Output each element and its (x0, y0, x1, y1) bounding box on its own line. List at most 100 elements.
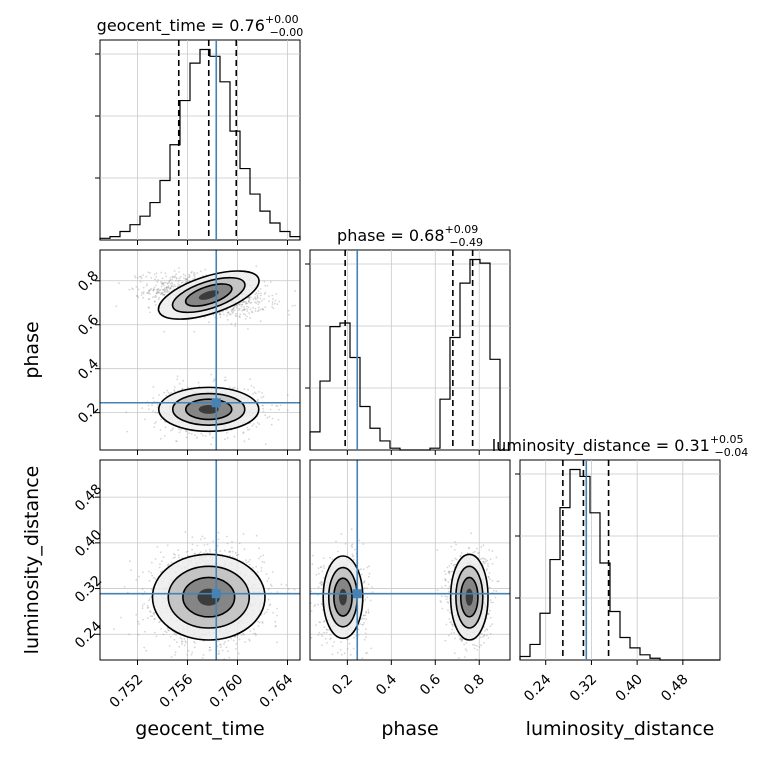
scatter-point (208, 321, 210, 324)
scatter-point (315, 574, 318, 576)
scatter-point (180, 642, 183, 645)
scatter-point (320, 633, 323, 636)
scatter-point (208, 646, 211, 649)
scatter-point (256, 421, 259, 424)
scatter-point (269, 408, 272, 411)
scatter-point (269, 603, 272, 606)
scatter-point (176, 375, 179, 377)
scatter-point (259, 297, 262, 300)
scatter-point (175, 277, 178, 280)
scatter-point (246, 315, 248, 318)
scatter-point (163, 291, 166, 293)
scatter-point (268, 604, 271, 607)
scatter-point (276, 641, 278, 644)
contour-line (157, 270, 260, 320)
scatter-point (453, 631, 456, 634)
scatter-point (239, 316, 241, 319)
scatter-point (333, 641, 336, 643)
scatter-point (168, 645, 171, 647)
scatter-point (224, 438, 226, 440)
scatter-point (143, 603, 146, 605)
scatter-point (141, 588, 144, 591)
scatter-point (171, 281, 173, 284)
scatter-point (321, 635, 324, 637)
scatter-point (188, 432, 191, 435)
scatter-point (239, 303, 241, 306)
scatter-point (320, 583, 323, 585)
scatter-point (369, 599, 372, 602)
scatter-point (161, 292, 163, 295)
scatter-point (234, 325, 237, 328)
scatter-point (230, 322, 233, 325)
scatter-point (142, 274, 144, 276)
scatter-point (183, 644, 186, 647)
scatter-point (268, 415, 271, 418)
scatter-point (177, 549, 180, 552)
scatter-point (193, 271, 195, 274)
scatter-point (187, 386, 189, 389)
scatter-point (361, 617, 364, 620)
scatter-point (352, 555, 355, 557)
scatter-point (263, 298, 265, 300)
scatter-point (184, 274, 187, 277)
scatter-point (337, 651, 339, 654)
scatter-point (245, 561, 248, 564)
scatter-point (163, 293, 166, 296)
scatter-point (255, 426, 258, 428)
scatter-point (256, 571, 259, 573)
scatter-point (163, 290, 166, 292)
scatter-point (160, 560, 163, 563)
scatter-point (219, 312, 221, 315)
scatter-point (162, 293, 165, 296)
scatter-point (323, 631, 325, 634)
scatter-point (184, 640, 187, 643)
scatter-point (212, 540, 215, 543)
scatter-point (166, 289, 169, 292)
scatter-point (266, 608, 269, 611)
scatter-point (169, 287, 172, 289)
scatter-point (359, 623, 361, 625)
scatter-point (258, 391, 260, 393)
scatter-point (247, 388, 250, 391)
scatter-point (129, 560, 131, 563)
scatter-point (137, 296, 140, 299)
scatter-point (225, 535, 228, 538)
scatter-point (135, 613, 138, 616)
scatter-point (340, 653, 343, 656)
scatter-point (243, 308, 246, 311)
scatter-point (152, 288, 155, 291)
scatter-point (175, 273, 178, 275)
scatter-point (190, 653, 193, 656)
scatter-point (259, 288, 262, 290)
scatter-point (161, 281, 164, 284)
scatter-point (178, 431, 181, 434)
scatter-point (172, 557, 175, 559)
scatter-point (221, 649, 224, 652)
scatter-point (257, 309, 260, 312)
scatter-point (164, 435, 166, 437)
xlabel-geocent-time: geocent_time (135, 718, 264, 740)
scatter-point (331, 558, 334, 561)
scatter-point (170, 561, 173, 564)
scatter-point (254, 297, 257, 300)
scatter-point (304, 596, 306, 598)
scatter-point (254, 632, 257, 635)
scatter-point (120, 616, 122, 619)
scatter-point (196, 544, 199, 547)
scatter-point (164, 426, 167, 429)
scatter-point (322, 620, 325, 623)
scatter-point (234, 635, 236, 638)
scatter-point (228, 551, 230, 553)
scatter-point (363, 621, 365, 624)
scatter-point (149, 311, 152, 314)
scatter-point (146, 291, 149, 294)
scatter-point (194, 273, 196, 275)
scatter-point (322, 565, 325, 567)
scatter-point (255, 298, 257, 300)
scatter-point (248, 638, 251, 641)
scatter-point (330, 637, 332, 640)
scatter-point (262, 308, 265, 311)
scatter-point (252, 423, 255, 425)
scatter-point (318, 621, 321, 623)
scatter-point (247, 300, 250, 302)
